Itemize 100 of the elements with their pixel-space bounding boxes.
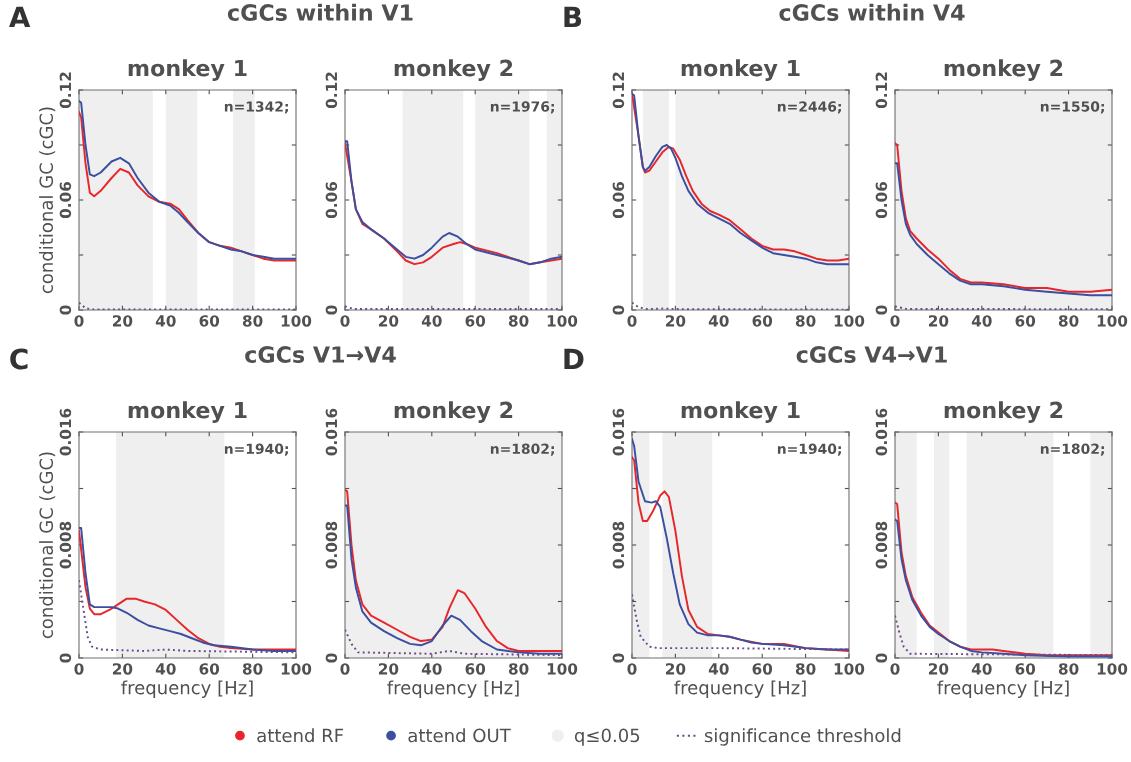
y-tick-label: 0: [612, 653, 625, 663]
x-tick-label: 60: [1015, 663, 1036, 675]
x-tick-label: 100: [281, 315, 312, 327]
legend-label: attend OUT: [408, 728, 511, 743]
x-tick-label: 60: [752, 315, 773, 327]
y-tick-label: 0.016: [59, 408, 72, 456]
y-tick-label: 0.12: [325, 72, 338, 109]
x-tick-label: 80: [1058, 315, 1079, 327]
y-tick-label: 0.016: [612, 408, 625, 456]
x-tick-label: 80: [1058, 663, 1079, 675]
annotation: n=2446;: [777, 101, 841, 114]
x-axis-title: frequency [Hz]: [387, 680, 519, 698]
y-tick-label: 0: [875, 305, 888, 315]
x-tick-label: 20: [112, 315, 133, 327]
y-tick-label: 0.016: [875, 408, 888, 456]
x-tick-label: 100: [1097, 663, 1128, 675]
x-tick-label: 40: [971, 315, 992, 327]
x-tick-label: 60: [1015, 315, 1036, 327]
y-axis-title: conditional GC (cGC): [39, 452, 56, 639]
chart-title: monkey 1: [128, 401, 247, 423]
x-tick-label: 40: [708, 663, 729, 675]
text: A: [9, 6, 31, 28]
x-tick-label: 60: [465, 663, 486, 675]
y-tick-label: 0.008: [59, 521, 72, 569]
x-tick-label: 0: [340, 315, 350, 327]
x-tick-label: 0: [74, 315, 84, 327]
x-tick-label: 0: [627, 663, 637, 675]
y-tick-label: 0.06: [875, 181, 888, 219]
text: cGCs within V1: [227, 3, 413, 21]
y-tick-label: 0: [59, 653, 72, 663]
legend-label: q≤0.05: [574, 728, 640, 746]
text: D: [564, 348, 584, 370]
x-tick-label: 20: [665, 315, 686, 327]
y-axis-title: conditional GC (cGC): [39, 107, 56, 294]
x-tick-label: 0: [340, 663, 350, 675]
y-tick-label: 0.008: [612, 521, 625, 569]
y-tick-label: 0: [59, 305, 72, 315]
x-tick-label: 100: [834, 663, 865, 675]
x-tick-label: 80: [242, 315, 263, 327]
text: C: [10, 348, 28, 370]
line-series: [895, 162, 1112, 297]
chart-title: monkey 1: [681, 59, 800, 81]
chart-title: monkey 1: [681, 401, 800, 423]
x-tick-label: 40: [708, 315, 729, 327]
x-tick-label: 20: [928, 663, 949, 675]
x-tick-label: 60: [465, 315, 486, 327]
y-tick-label: 0.016: [325, 408, 338, 456]
annotation: n=1940;: [224, 443, 288, 456]
legend-label: significance threshold: [704, 728, 901, 746]
x-tick-label: 0: [74, 663, 84, 675]
x-tick-label: 0: [890, 315, 900, 327]
x-axis-title: frequency [Hz]: [121, 680, 253, 698]
x-tick-label: 80: [508, 315, 529, 327]
x-tick-label: 40: [421, 315, 442, 327]
y-tick-label: 0.12: [875, 72, 888, 109]
y-tick-label: 0.06: [59, 181, 72, 219]
chart-title: monkey 2: [394, 59, 513, 81]
line-series: [895, 142, 1112, 293]
y-tick-label: 0.12: [612, 72, 625, 109]
y-tick-label: 0: [875, 653, 888, 663]
annotation: n=1342;: [224, 101, 288, 114]
line-series: [79, 579, 296, 654]
x-tick-label: 60: [199, 663, 220, 675]
text: cGCs within V4: [779, 3, 965, 21]
x-tick-label: 20: [112, 663, 133, 675]
chart-title: monkey 1: [128, 59, 247, 81]
annotation: n=1802;: [490, 443, 554, 456]
x-tick-label: 60: [199, 315, 220, 327]
x-tick-label: 100: [547, 663, 578, 675]
x-axis-title: frequency [Hz]: [674, 680, 806, 698]
x-tick-label: 60: [752, 663, 773, 675]
text: cGCs V1→V4: [245, 346, 396, 363]
annotation: n=1802;: [1040, 443, 1104, 456]
x-tick-label: 100: [1097, 315, 1128, 327]
annotation: n=1550;: [1040, 101, 1104, 114]
x-tick-label: 20: [378, 663, 399, 675]
y-tick-label: 0.06: [325, 181, 338, 219]
annotation: n=1976;: [490, 101, 554, 114]
x-tick-label: 100: [547, 315, 578, 327]
x-tick-label: 20: [928, 315, 949, 327]
y-tick-label: 0.12: [59, 72, 72, 109]
x-tick-label: 20: [378, 315, 399, 327]
y-tick-label: 0.008: [325, 521, 338, 569]
text: cGCs V4→V1: [796, 346, 947, 363]
x-tick-label: 40: [421, 663, 442, 675]
text: B: [564, 6, 582, 28]
x-tick-label: 80: [242, 663, 263, 675]
x-tick-label: 40: [971, 663, 992, 675]
x-axis-title: frequency [Hz]: [937, 680, 1069, 698]
x-tick-label: 80: [795, 315, 816, 327]
x-tick-label: 80: [795, 663, 816, 675]
x-tick-label: 40: [155, 315, 176, 327]
annotation: n=1940;: [777, 443, 841, 456]
chart-title: monkey 2: [394, 401, 513, 423]
y-tick-label: 0: [612, 305, 625, 315]
y-tick-label: 0.06: [612, 181, 625, 219]
x-tick-label: 100: [281, 663, 312, 675]
legend-label: attend RF: [257, 728, 344, 743]
y-tick-label: 0: [325, 305, 338, 315]
y-tick-label: 0.008: [875, 521, 888, 569]
